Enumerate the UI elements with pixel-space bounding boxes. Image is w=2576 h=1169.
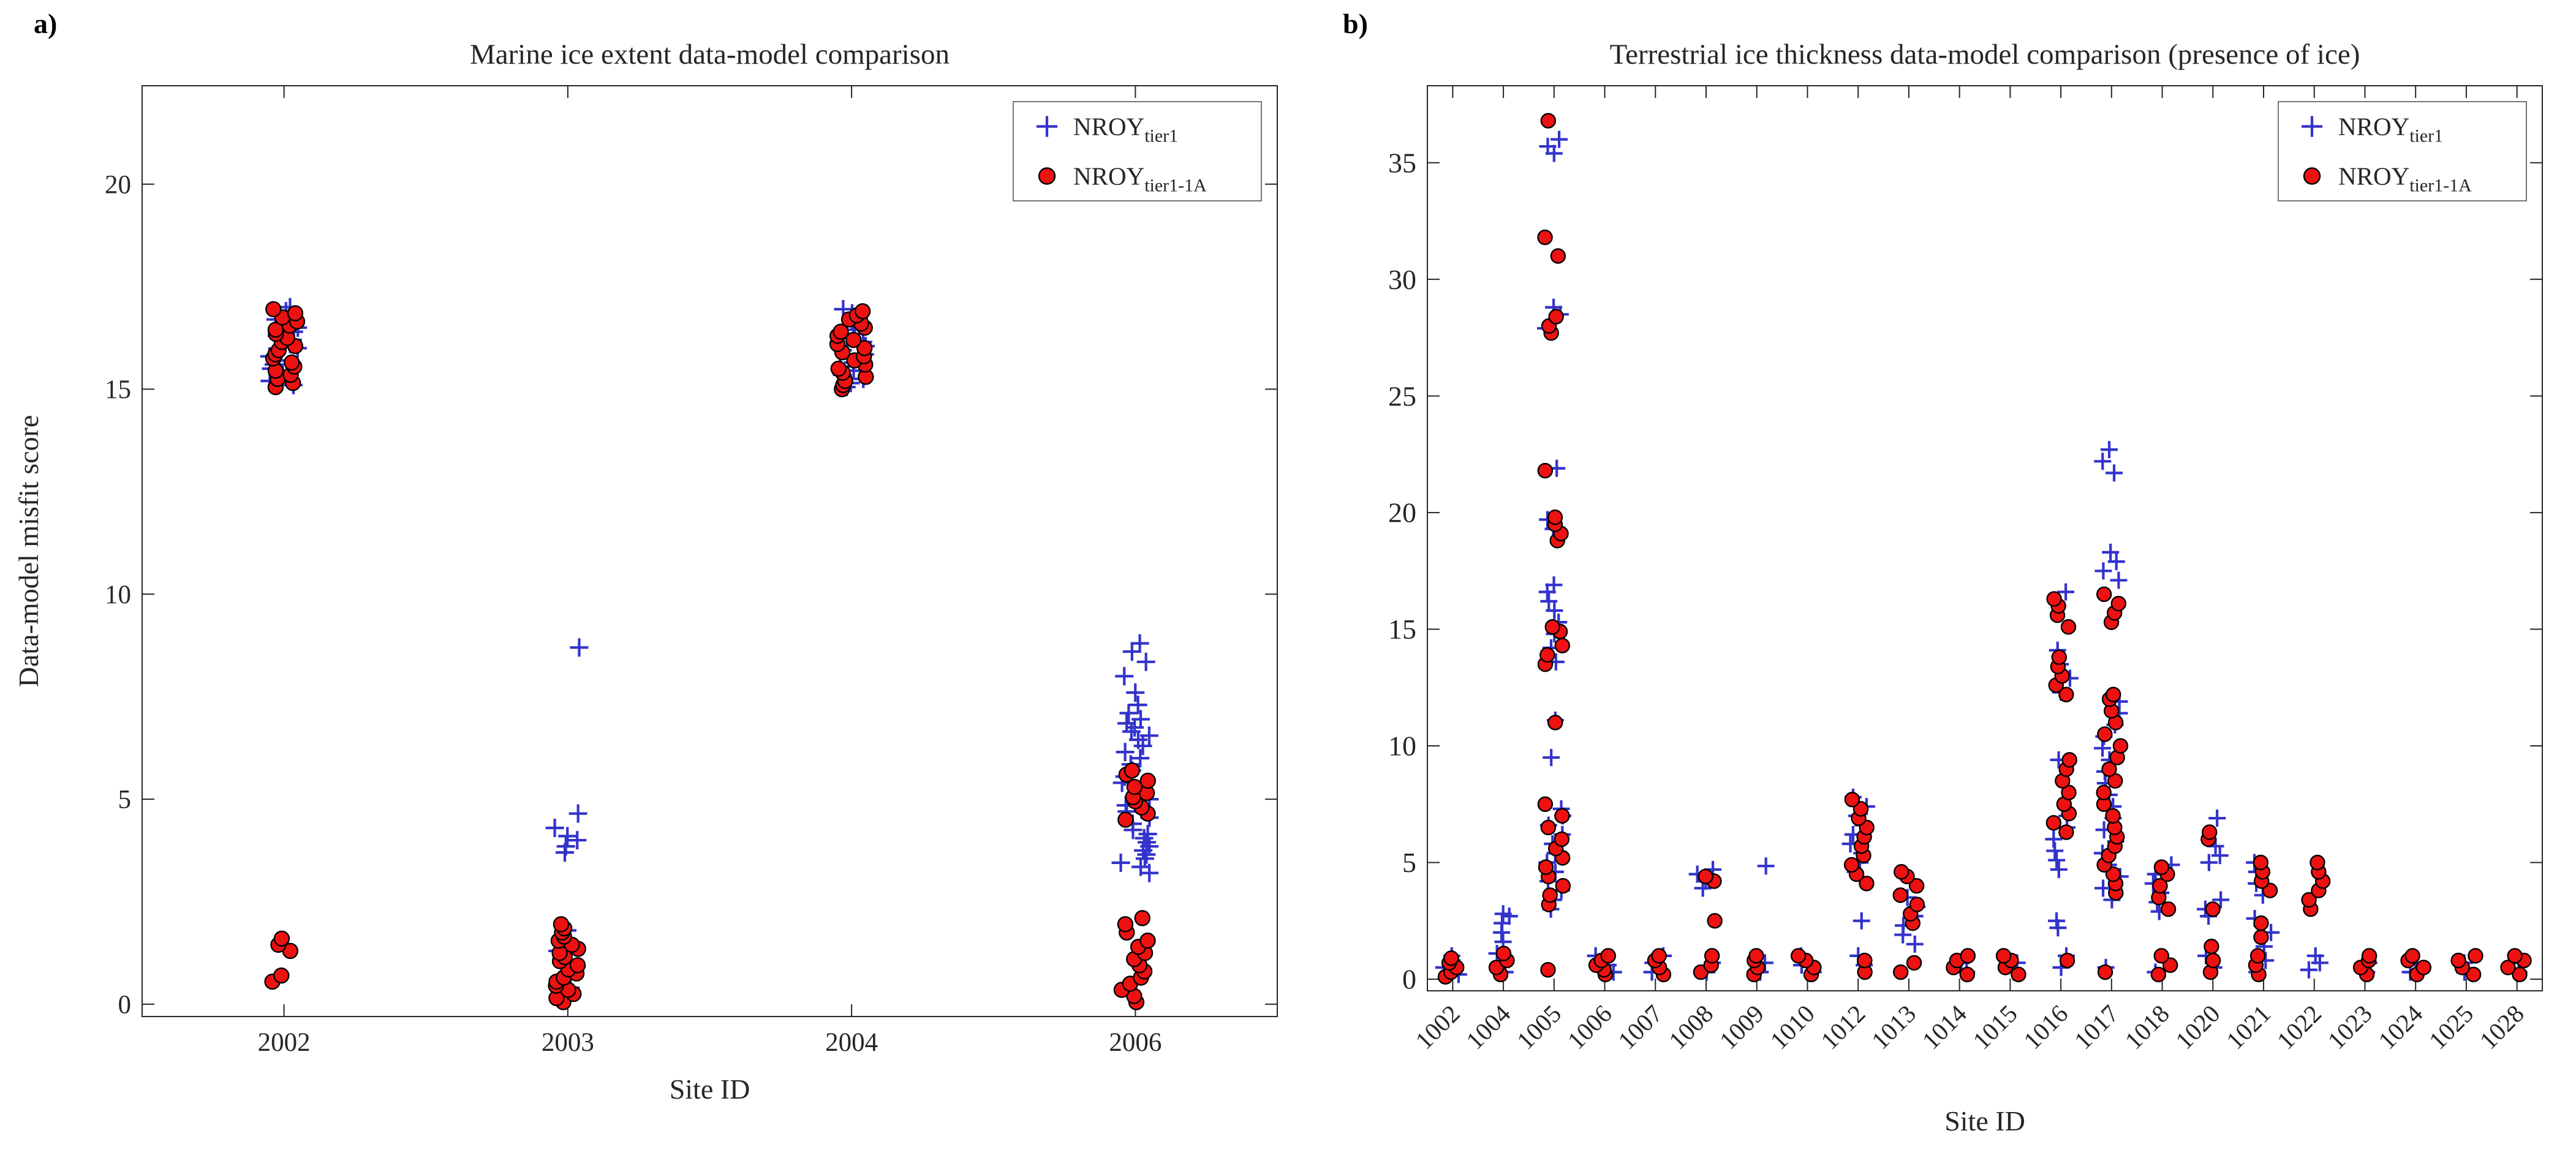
x-tick-label: 1007	[1612, 999, 1668, 1055]
x-tick-label: 1023	[2322, 999, 2378, 1055]
x-tick-label: 1013	[1866, 999, 1922, 1055]
x-tick-label: 1002	[1410, 999, 1465, 1055]
x-axis: 1002100410051006100710081009101010121013…	[1410, 86, 2529, 1054]
x-tick-label: 1017	[2069, 999, 2125, 1055]
series-NROY_tier1-1A	[1437, 113, 2532, 985]
x-tick-label: 1005	[1511, 999, 1567, 1055]
y-tick-label: 35	[1388, 147, 1416, 178]
legend-circle-marker	[2303, 167, 2321, 185]
plot-frame	[142, 85, 1278, 1017]
y-tick-label: 10	[1388, 731, 1416, 762]
x-tick-label: 1025	[2423, 999, 2479, 1055]
y-axis: 0 5 10 15 20 25 30 35	[1388, 147, 2542, 995]
x-axis-label: Site ID	[1944, 1105, 2025, 1137]
y-tick-label: 20	[1388, 497, 1416, 528]
series-NROY_tier1	[1435, 130, 2529, 983]
series-NROY_tier1-1A	[264, 301, 1156, 1010]
y-tick-label: 20	[105, 170, 131, 199]
y-tick-label: 0	[118, 991, 132, 1020]
y-tick-label: 15	[1388, 614, 1416, 645]
chart-title: Terrestrial ice thickness data-model com…	[1610, 39, 2360, 70]
x-tick-label: 1010	[1764, 999, 1820, 1055]
legend-circle-marker	[1038, 167, 1056, 185]
x-tick-label: 2003	[542, 1028, 594, 1057]
x-tick-label: 1028	[2474, 999, 2529, 1055]
x-tick-label: 1024	[2373, 999, 2428, 1055]
series-NROY_tier1	[260, 298, 1159, 998]
chart-title: Marine ice extent data-model comparison	[470, 39, 950, 70]
y-tick-label: 25	[1388, 380, 1416, 412]
x-tick-label: 1006	[1562, 999, 1617, 1055]
x-tick-label: 1008	[1663, 999, 1719, 1055]
y-tick-label: 5	[118, 786, 132, 814]
panel-label-b: b)	[1343, 8, 1368, 39]
x-tick-label: 1021	[2221, 999, 2276, 1055]
chart-terrestrial-ice-thickness: Terrestrial ice thickness data-model com…	[1388, 39, 2543, 1137]
panel-label-a: a)	[34, 8, 58, 39]
y-axis-label: Data-model misfit score	[13, 415, 44, 688]
y-tick-label: 15	[105, 375, 131, 404]
legend-entry-label: NROYtier1-1A	[1073, 162, 1207, 195]
x-tick-label: 2006	[1109, 1028, 1161, 1057]
y-tick-label: 0	[1402, 964, 1416, 995]
x-tick-label: 2004	[825, 1028, 878, 1057]
x-tick-label: 1020	[2170, 999, 2226, 1055]
x-tick-label: 1009	[1714, 999, 1770, 1055]
x-tick-label: 1015	[1967, 999, 2023, 1055]
x-tick-label: 1018	[2119, 999, 2175, 1055]
y-tick-label: 10	[105, 581, 131, 609]
plot-frame	[1427, 85, 2543, 991]
x-tick-label: 1016	[2018, 999, 2074, 1055]
x-tick-label: 1004	[1460, 999, 1516, 1055]
x-tick-label: 1012	[1815, 999, 1871, 1055]
legend-entry-label: NROYtier1-1A	[2338, 162, 2472, 195]
x-tick-label: 2002	[258, 1028, 311, 1057]
legend-entry-label: NROYtier1	[1073, 112, 1178, 146]
x-tick-label: 1022	[2272, 999, 2327, 1055]
y-tick-label: 30	[1388, 264, 1416, 295]
y-axis: 0 5 10 15 20	[105, 170, 1277, 1020]
legend-entry-label: NROYtier1	[2338, 112, 2443, 146]
chart-marine-ice-extent: Marine ice extent data-model comparison 0…	[13, 39, 1278, 1105]
x-axis: 2002 2003 2004 2006	[258, 86, 1161, 1057]
x-tick-label: 1014	[1916, 999, 1972, 1055]
legend: NROYtier1 NROYtier1-1A	[1013, 101, 1262, 201]
y-tick-label: 5	[1402, 847, 1416, 878]
legend: NROYtier1 NROYtier1-1A	[2278, 101, 2527, 201]
x-axis-label: Site ID	[670, 1073, 750, 1105]
